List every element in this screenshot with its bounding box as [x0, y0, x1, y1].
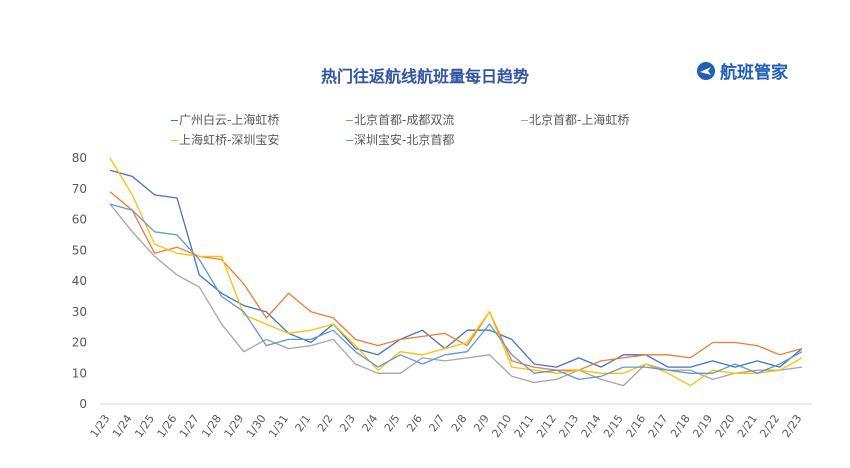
- x-tick-label: 2/10: [489, 412, 514, 440]
- legend-swatch: [346, 120, 353, 121]
- legend-swatch: [171, 140, 178, 141]
- x-tick-label: 2/3: [337, 412, 358, 434]
- x-tick-label: 1/27: [177, 412, 202, 440]
- series-line-0: [109, 169, 803, 368]
- legend-item-0: 广州白云-上海虹桥: [171, 111, 279, 128]
- y-tick-label: 50: [72, 243, 87, 257]
- y-tick-label: 40: [72, 274, 87, 288]
- x-tick-label: 2/5: [382, 412, 403, 434]
- legend-item-2: 北京首都-上海虹桥: [521, 111, 629, 128]
- x-tick-label: 1/24: [110, 412, 135, 440]
- x-tick-label: 2/18: [668, 412, 693, 440]
- series-line-4: [109, 203, 803, 381]
- x-tick-label: 2/21: [735, 412, 760, 440]
- y-tick-label: 60: [72, 213, 87, 227]
- x-tick-label: 1/25: [132, 412, 157, 440]
- x-tick-label: 2/17: [646, 412, 671, 440]
- legend-label: 北京首都-成都双流: [354, 113, 455, 127]
- legend-label: 广州白云-上海虹桥: [179, 113, 280, 127]
- x-tick-label: 2/23: [780, 412, 805, 440]
- x-tick-label: 2/15: [601, 412, 626, 440]
- airplane-logo-icon: [697, 61, 715, 80]
- x-tick-label: 2/16: [623, 412, 648, 440]
- series-line-1: [109, 191, 803, 371]
- series-line-3: [109, 157, 803, 387]
- x-tick-label: 2/12: [534, 412, 559, 440]
- x-tick-label: 2/22: [757, 412, 782, 440]
- legend-item-4: 深圳宝安-北京首都: [346, 131, 454, 148]
- legend-label: 深圳宝安-北京首都: [354, 133, 455, 147]
- x-tick-label: 2/11: [512, 412, 537, 440]
- x-tick-label: 1/31: [266, 412, 291, 440]
- chart-title: 热门往返航线航班量每日趋势: [320, 67, 529, 86]
- x-tick-label: 2/9: [471, 412, 492, 434]
- x-tick-label: 2/6: [404, 412, 425, 434]
- x-tick-label: 2/4: [360, 412, 381, 434]
- y-tick-label: 30: [72, 305, 87, 319]
- series-line-2: [109, 203, 803, 387]
- legend-label: 北京首都-上海虹桥: [529, 113, 630, 127]
- y-tick-label: 80: [72, 151, 87, 165]
- x-tick-label: 2/8: [449, 412, 470, 434]
- x-tick-label: 2/7: [426, 412, 447, 434]
- x-tick-label: 2/19: [690, 412, 715, 440]
- x-tick-label: 1/26: [155, 412, 180, 440]
- legend-item-1: 北京首都-成都双流: [346, 111, 454, 128]
- x-tick-label: 1/23: [88, 412, 113, 440]
- x-tick-label: 2/14: [579, 412, 604, 440]
- x-tick-label: 2/1: [293, 412, 314, 434]
- x-tick-label: 1/30: [244, 412, 269, 440]
- y-tick-label: 20: [72, 336, 87, 350]
- x-tick-label: 2/13: [556, 412, 581, 440]
- legend-swatch: [171, 120, 178, 121]
- legend-swatch: [346, 140, 353, 141]
- x-tick-label: 1/29: [222, 412, 247, 440]
- brand-logo: 航班管家: [696, 58, 788, 83]
- legend-item-3: 上海虹桥-深圳宝安: [171, 131, 279, 148]
- y-tick-label: 0: [79, 397, 87, 411]
- y-tick-label: 10: [72, 366, 87, 380]
- y-tick-label: 70: [72, 182, 87, 196]
- legend-swatch: [521, 120, 528, 121]
- x-tick-label: 2/20: [713, 412, 738, 440]
- x-tick-label: 2/2: [315, 412, 336, 434]
- brand-name: 航班管家: [720, 63, 788, 83]
- x-tick-label: 1/28: [199, 412, 224, 440]
- legend-label: 上海虹桥-深圳宝安: [179, 133, 280, 147]
